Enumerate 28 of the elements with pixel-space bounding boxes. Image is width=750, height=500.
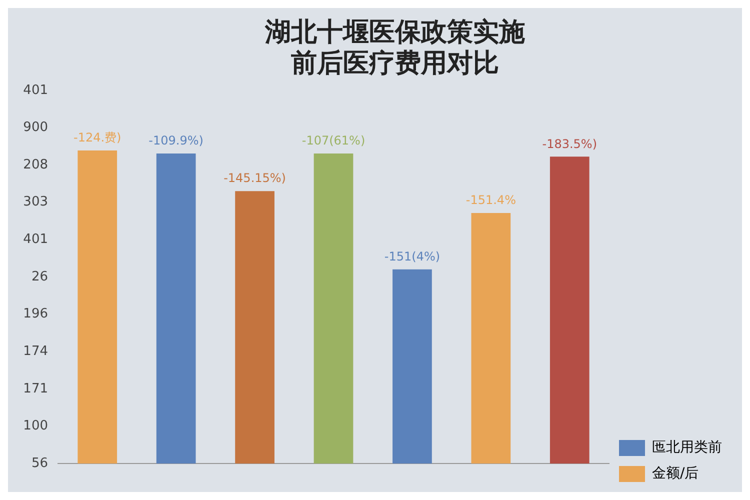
bar — [550, 156, 590, 464]
bar — [471, 213, 511, 464]
chart-title: 湖北十堰医保政策实施前后医疗费用对比 — [264, 17, 525, 79]
text: 174 — [23, 344, 48, 360]
annotation: -151(4%) — [384, 250, 440, 264]
annotation: -151.4% — [466, 193, 516, 208]
text: 401 — [23, 232, 48, 248]
bar — [392, 269, 432, 464]
text: 208 — [23, 157, 48, 172]
text: -107(61%) — [302, 134, 366, 148]
legend-label: 匜北用类前 — [652, 440, 722, 456]
annotation: -183.5%) — [542, 136, 598, 151]
text: 56 — [31, 456, 48, 471]
text: 金额/后 — [652, 466, 699, 482]
text: 100 — [23, 418, 48, 434]
text: 26 — [31, 269, 48, 284]
text: 196 — [23, 306, 48, 322]
bar — [235, 191, 274, 464]
text: 171 — [23, 381, 48, 396]
annotation: -145.15%) — [224, 171, 286, 186]
bar — [314, 154, 354, 464]
bar — [78, 150, 118, 464]
text: -124.费) — [73, 130, 122, 145]
text: 401 — [23, 82, 48, 98]
bar — [156, 154, 196, 464]
text: 900 — [23, 120, 48, 136]
text: 303 — [23, 194, 48, 210]
text: -109.9%) — [148, 134, 204, 148]
